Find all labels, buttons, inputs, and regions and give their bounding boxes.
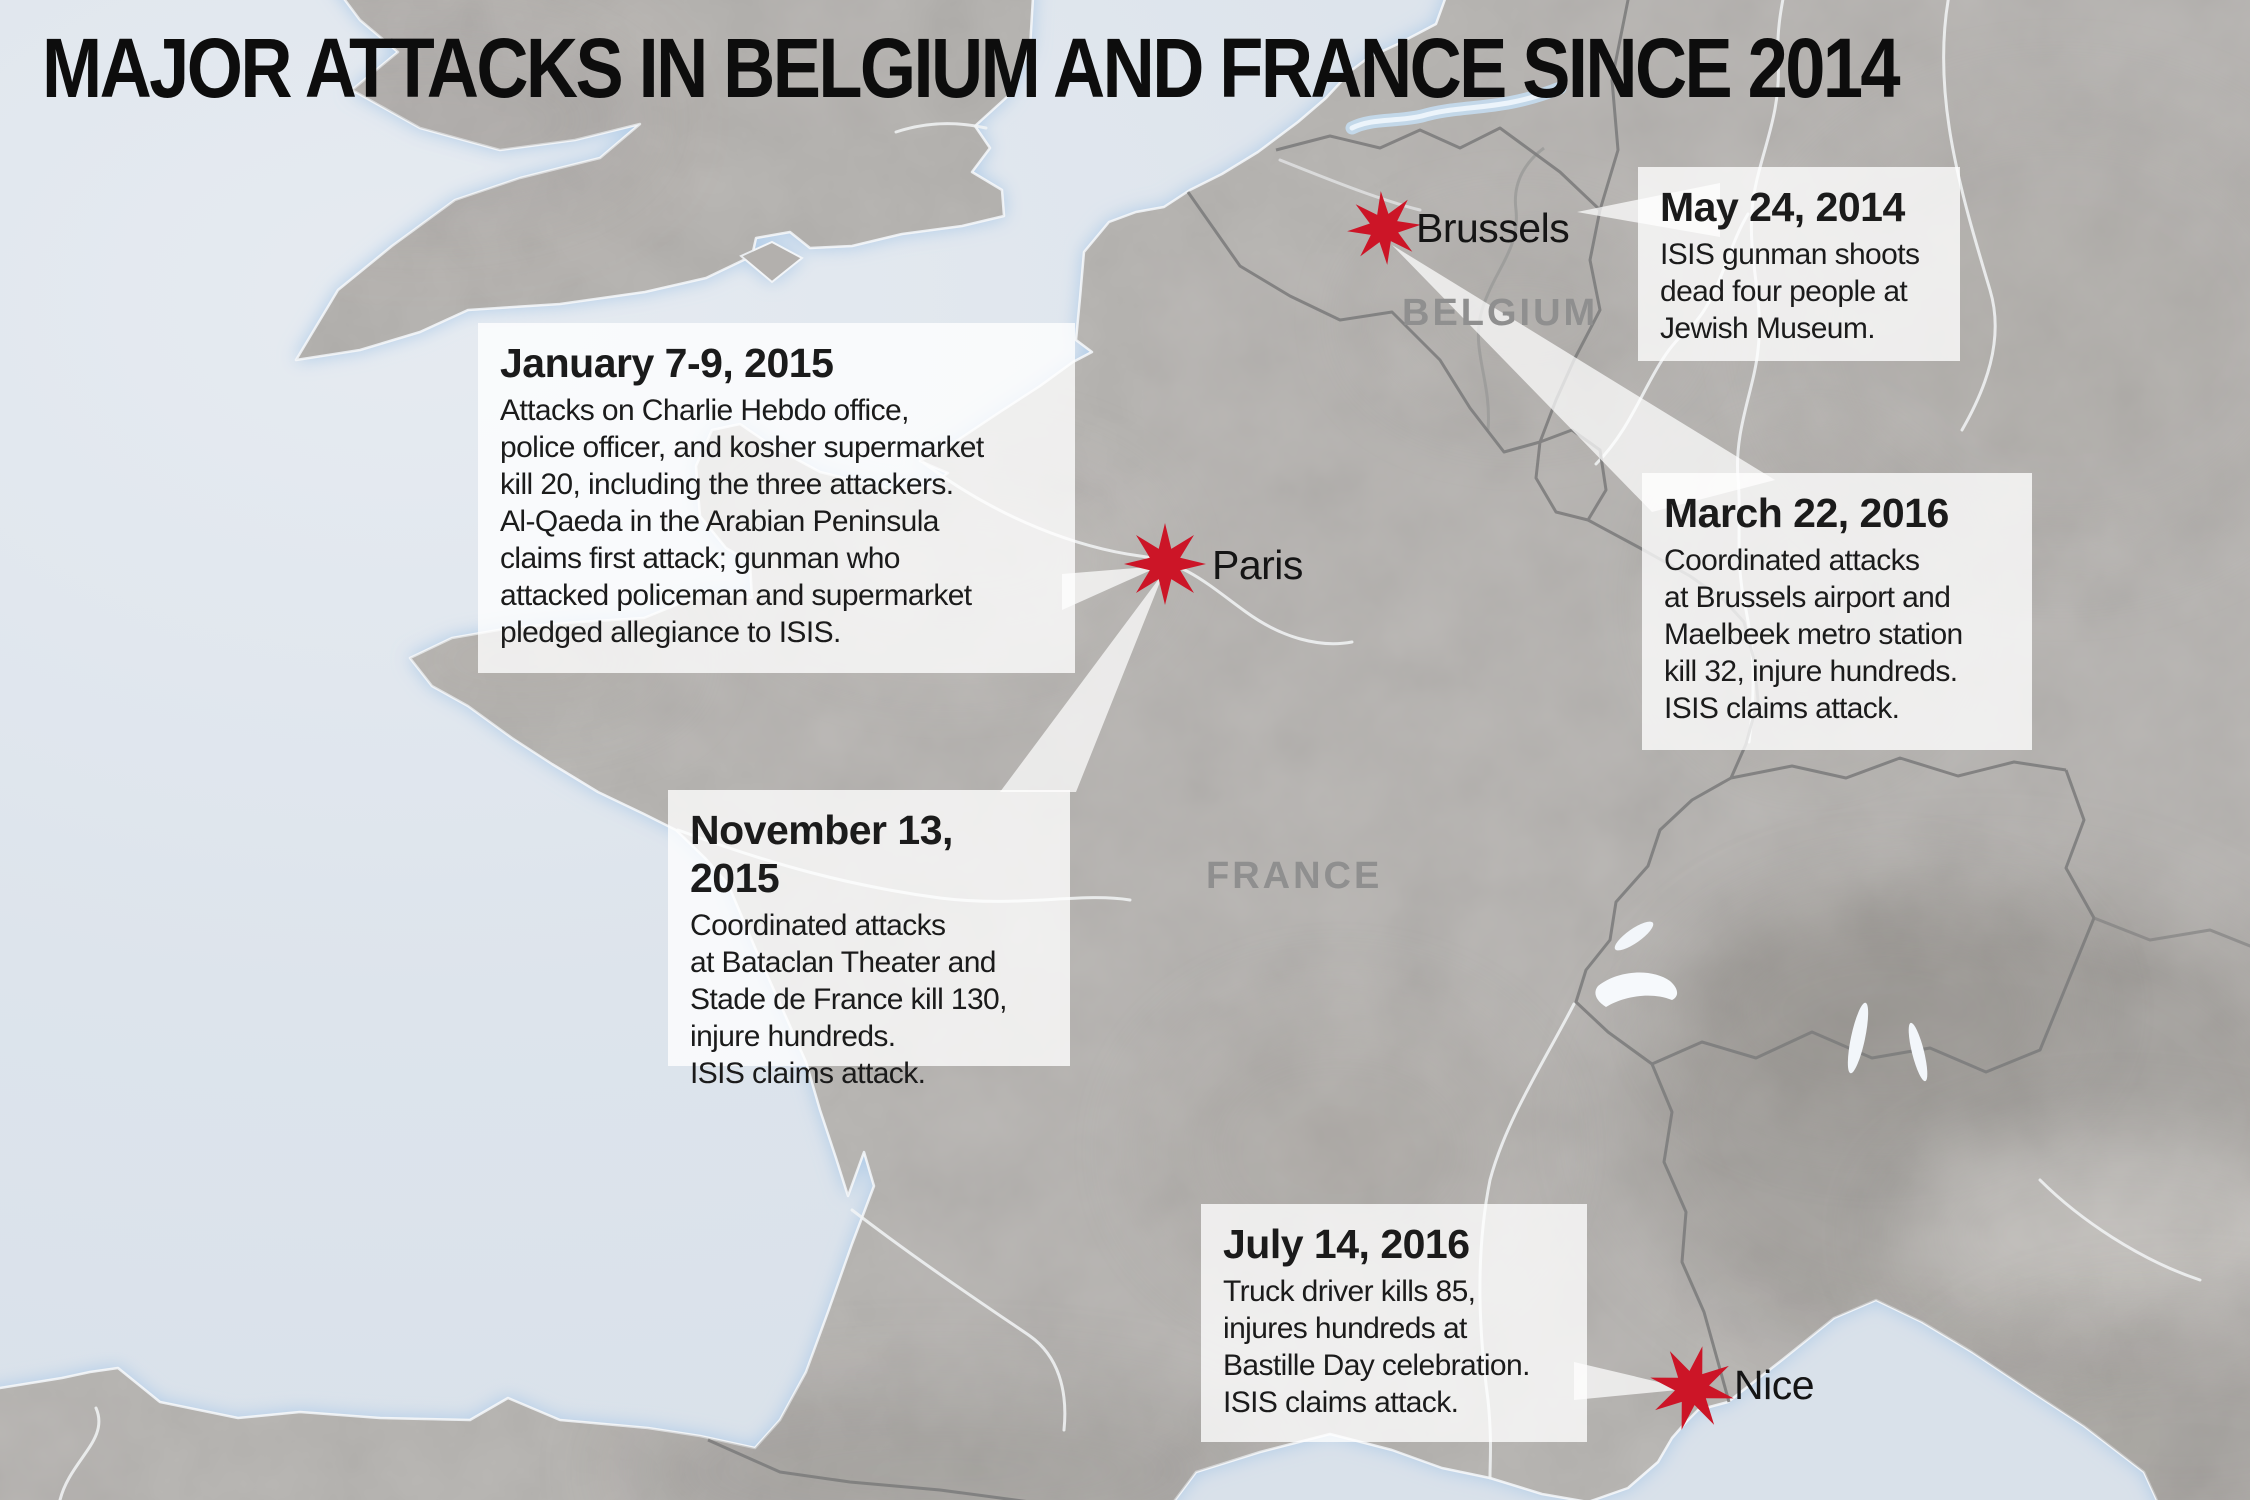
callout-date: January 7-9, 2015: [500, 340, 834, 386]
scheldt-estuary: [1345, 81, 1567, 135]
city-label-paris: Paris: [1212, 542, 1303, 588]
callout-date: November 13, 2015: [690, 807, 953, 901]
callout-january-7-9-2015: January 7-9, 2015 Attacks on Charlie Heb…: [478, 323, 1075, 673]
callout-july-14-2016: July 14, 2016 Truck driver kills 85, inj…: [1201, 1204, 1587, 1442]
lakes: [1595, 921, 1928, 1082]
callout-march-22-2016: March 22, 2016 Coordinated attacks at Br…: [1642, 473, 2032, 750]
callout-body: Attacks on Charlie Hebdo office, police …: [500, 394, 984, 649]
country-label-belgium: BELGIUM: [1402, 292, 1599, 334]
infographic-title: MAJOR ATTACKS IN BELGIUM AND FRANCE SINC…: [42, 21, 1901, 115]
city-label-brussels: Brussels: [1416, 205, 1570, 251]
callout-november-13-2015: November 13, 2015 Coordinated attacks at…: [668, 790, 1070, 1090]
callout-connectors: [1000, 183, 1775, 1400]
callout-body: Truck driver kills 85, injures hundreds …: [1223, 1275, 1530, 1419]
country-label-france: FRANCE: [1206, 855, 1383, 897]
callout-date: May 24, 2014: [1660, 184, 1905, 230]
attack-marker-paris-icon: [1124, 523, 1206, 605]
callout-date: March 22, 2016: [1664, 490, 1949, 536]
river-meuse: [1476, 146, 1545, 431]
callout-connector-beam: [1392, 245, 1775, 512]
callout-connector-beam: [1574, 1362, 1688, 1400]
isle-of-wight: [739, 240, 804, 284]
city-label-nice: Nice: [1734, 1362, 1815, 1408]
callout-connector-beam: [1062, 566, 1160, 610]
callout-may-24-2014: May 24, 2014 ISIS gunman shoots dead fou…: [1638, 167, 1960, 361]
callout-connector-beam: [1000, 572, 1164, 792]
callout-date: July 14, 2016: [1223, 1221, 1470, 1267]
callout-body: ISIS gunman shoots dead four people at J…: [1660, 238, 1920, 345]
callout-body: Coordinated attacks at Brussels airport …: [1664, 544, 1963, 725]
callout-body: Coordinated attacks at Bataclan Theater …: [690, 909, 1007, 1090]
